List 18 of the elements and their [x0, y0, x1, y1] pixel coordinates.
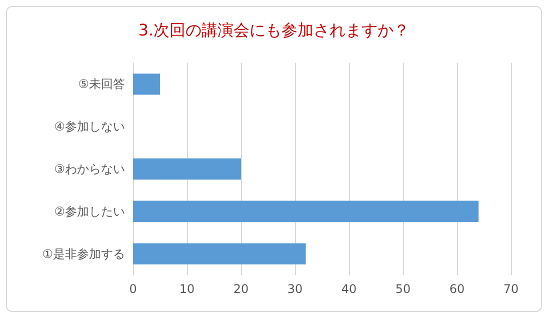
y-tick-label: ②参加したい [54, 204, 125, 218]
bar [133, 243, 306, 264]
x-tick-label: 0 [129, 282, 137, 296]
x-tick-label: 10 [179, 282, 195, 296]
x-tick-label: 60 [449, 282, 465, 296]
x-tick-label: 50 [395, 282, 411, 296]
chart-title: 3.次回の講演会にも参加されますか？ [138, 20, 410, 40]
bar [133, 158, 241, 180]
x-tick-label: 40 [341, 282, 357, 296]
y-tick-label: ④参加しない [54, 120, 125, 134]
x-tick-label: 30 [287, 282, 303, 296]
x-tick-label: 70 [503, 282, 519, 296]
x-tick-label: 20 [233, 282, 249, 296]
y-tick-label: ①是非参加する [42, 246, 125, 261]
bar [133, 74, 160, 95]
bar [133, 200, 479, 222]
y-tick-label: ⑤未回答 [78, 77, 125, 92]
y-tick-label: ③わからない [54, 162, 125, 176]
